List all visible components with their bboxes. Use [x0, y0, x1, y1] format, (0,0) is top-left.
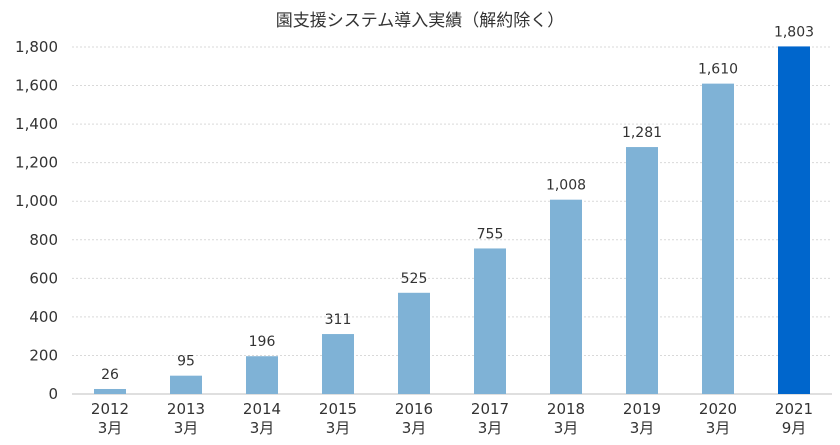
- bar: [246, 356, 278, 394]
- x-tick-month: 3月: [326, 419, 351, 437]
- x-tick-year: 2016: [395, 400, 433, 418]
- y-tick-label: 1,600: [15, 77, 58, 95]
- bar: [778, 46, 810, 395]
- data-label: 1,281: [622, 125, 662, 141]
- x-tick-year: 2019: [623, 400, 661, 418]
- bar: [702, 83, 734, 394]
- x-axis-labels: 20123月20133月20143月20153月20163月20173月2018…: [91, 400, 813, 437]
- bar: [474, 248, 506, 394]
- bar: [94, 388, 126, 394]
- data-label: 755: [477, 226, 504, 242]
- y-tick-label: 0: [48, 385, 58, 403]
- data-label: 1,610: [698, 62, 738, 78]
- x-tick-year: 2013: [167, 400, 205, 418]
- data-label: 196: [249, 334, 276, 350]
- y-axis-ticks: 0 200 400 600 800 1,000 1,200 1,400 1,600 1,800: [15, 38, 58, 403]
- y-tick-label: 1,000: [15, 192, 58, 210]
- x-tick-year: 2015: [319, 400, 357, 418]
- bars: [94, 46, 810, 395]
- x-tick-month: 3月: [250, 419, 275, 437]
- data-labels: 26 95 196 311 525 755 1,008 1,281 1,610 1,803: [101, 24, 814, 383]
- x-tick-month: 3月: [554, 419, 579, 437]
- y-tick-label: 200: [29, 346, 58, 364]
- bar: [170, 375, 202, 394]
- x-tick-month: 9月: [782, 419, 807, 437]
- x-tick-month: 3月: [402, 419, 427, 437]
- y-tick-label: 800: [29, 231, 58, 249]
- y-tick-label: 600: [29, 269, 58, 287]
- x-tick-year: 2021: [775, 400, 813, 418]
- y-tick-label: 1,400: [15, 115, 58, 133]
- x-tick-month: 3月: [630, 419, 655, 437]
- bar: [398, 292, 430, 394]
- bar: [322, 334, 354, 394]
- data-label: 26: [101, 367, 119, 383]
- x-tick-month: 3月: [174, 419, 199, 437]
- x-tick-month: 3月: [478, 419, 503, 437]
- data-label: 525: [401, 271, 428, 287]
- x-tick-year: 2014: [243, 400, 281, 418]
- y-tick-label: 1,200: [15, 154, 58, 172]
- data-label: 1,803: [774, 24, 814, 40]
- bar: [550, 199, 582, 394]
- x-tick-year: 2018: [547, 400, 585, 418]
- x-tick-year: 2020: [699, 400, 737, 418]
- x-tick-year: 2012: [91, 400, 129, 418]
- x-tick-month: 3月: [98, 419, 123, 437]
- bar: [626, 147, 658, 394]
- y-tick-label: 1,800: [15, 38, 58, 56]
- x-tick-month: 3月: [706, 419, 731, 437]
- data-label: 311: [325, 312, 352, 328]
- chart-title: 園支援システム導入実績（解約除く）: [275, 11, 565, 31]
- data-label: 1,008: [546, 178, 586, 194]
- data-label: 95: [177, 354, 195, 370]
- x-tick-year: 2017: [471, 400, 509, 418]
- y-tick-label: 400: [29, 308, 58, 326]
